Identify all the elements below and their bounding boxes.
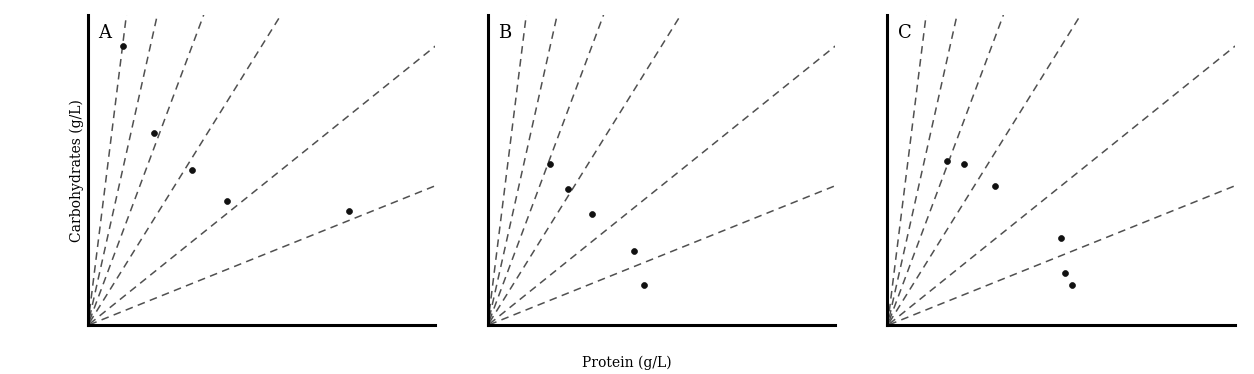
Point — [954, 161, 974, 167]
Y-axis label: Carbohydrates (g/L): Carbohydrates (g/L) — [69, 99, 84, 242]
Point — [113, 43, 133, 49]
Point — [937, 158, 957, 164]
Point — [540, 161, 561, 167]
Text: B: B — [498, 24, 512, 42]
Point — [144, 130, 164, 136]
Point — [582, 211, 602, 217]
Text: A: A — [98, 24, 112, 42]
Point — [217, 198, 237, 204]
Text: Protein (g/L): Protein (g/L) — [582, 356, 672, 370]
Point — [1055, 270, 1075, 276]
Text: C: C — [898, 24, 912, 42]
Point — [339, 208, 359, 214]
Point — [986, 183, 1006, 189]
Point — [182, 167, 202, 173]
Point — [635, 282, 655, 288]
Point — [1051, 236, 1071, 242]
Point — [558, 186, 578, 192]
Point — [623, 248, 643, 254]
Point — [1062, 282, 1082, 288]
